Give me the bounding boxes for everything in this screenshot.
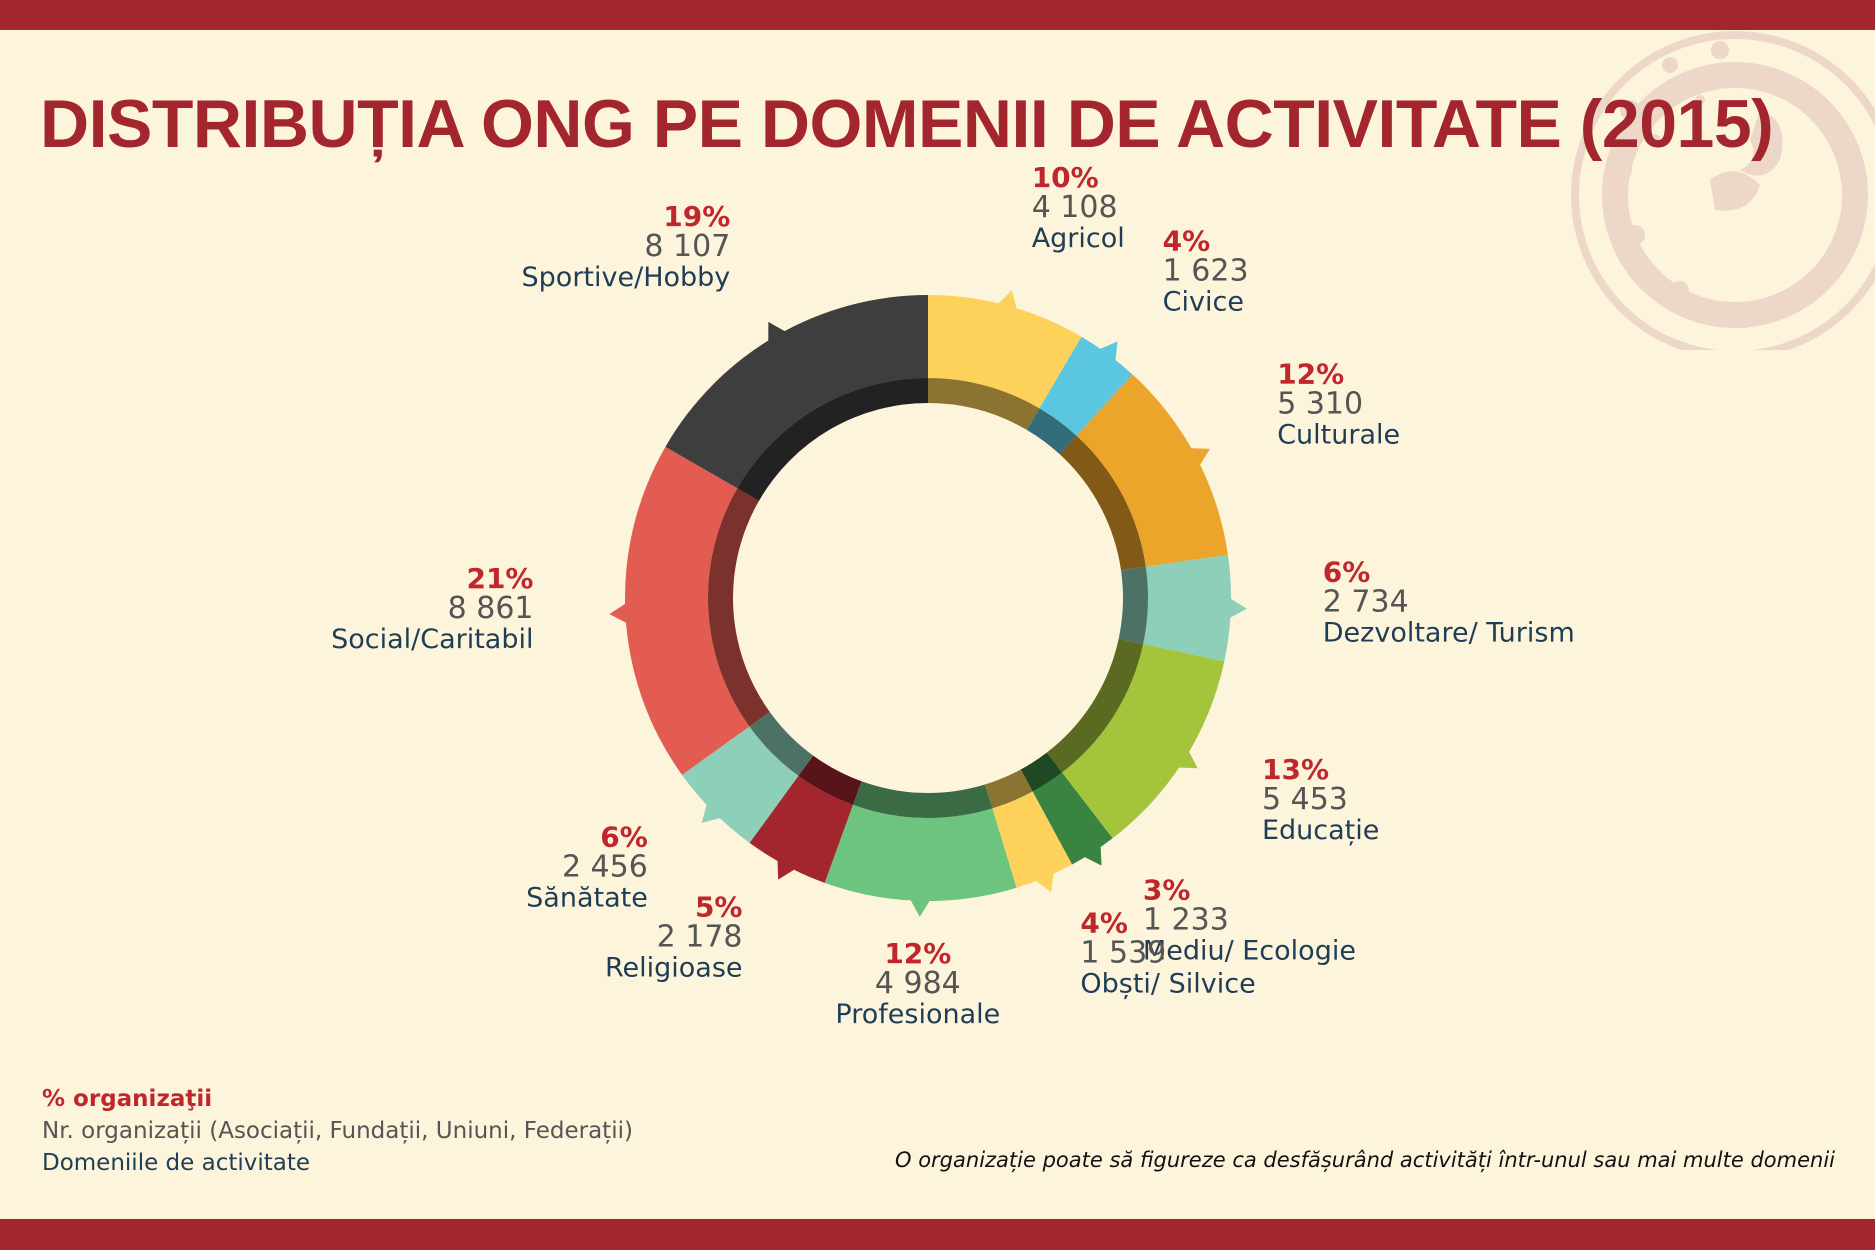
slice-pointer-agricol [996,290,1018,311]
slice-pointer-sanatate [701,802,723,823]
slice-label-obsti-silvice: Obști/ Silvice [1080,968,1255,999]
chart-slices [609,290,1247,917]
slice-inner-social-caritabil [708,488,770,727]
slice-sanatate [682,726,799,843]
slice-label-sportive-hobby: Sportive/Hobby [522,262,731,293]
slice-educatie [1062,643,1225,839]
slice-inner-shade-culturale [1059,435,1146,571]
slice-inner-sportive-hobby [737,377,928,501]
slice-pointer-mediu-ecologie [1082,844,1102,866]
slice-count-educatie: 5 453 [1262,782,1348,817]
slice-count-social-caritabil: 8 861 [448,591,534,626]
slice-count-obsti-silvice: 1 539 [1080,935,1166,970]
slice-percent-sportive-hobby: 19% [663,200,730,233]
slice-pointer-culturale [1189,448,1211,467]
legend: % organizaţii Nr. organizații (Asociații… [42,1083,633,1179]
legend-domain: Domeniile de activitate [42,1150,311,1176]
slice-pointer-educatie [1176,749,1198,769]
slice-inner-obsti-silvice [984,769,1033,809]
slice-inner-shade-profesionale [852,781,993,818]
slice-inner-shade-educatie [1046,638,1144,773]
slice-inner-shade-obsti-silvice [984,769,1033,809]
slice-profesionale [824,804,1017,902]
slice-inner-religioase [798,755,862,805]
slice-percent-obsti-silvice: 4% [1080,906,1128,939]
slice-civice [1039,336,1133,436]
slice-pointer-civice [1098,341,1118,363]
slice-label-agricol: Agricol [1032,223,1125,254]
slice-inner-shade-mediu-ecologie [1020,752,1063,792]
slice-dezvoltare-turism [1143,554,1231,662]
slice-mediu-ecologie [1032,772,1113,865]
slice-percent-sanatate: 6% [600,820,648,853]
slice-percent-culturale: 12% [1277,357,1344,390]
slice-count-sportive-hobby: 8 107 [644,229,730,264]
slice-percent-agricol: 10% [1032,161,1099,194]
slice-count-civice: 1 623 [1163,253,1249,288]
slice-percent-religioase: 5% [695,891,743,924]
slice-inner-shade-dezvoltare-turism [1118,566,1149,644]
legend-percent: % organizaţii [42,1086,213,1112]
slice-pointer-obsti-silvice [1034,871,1054,893]
slice-count-dezvoltare-turism: 2 734 [1323,584,1409,619]
slice-pointer-social-caritabil [609,602,629,624]
decorative-ornament-icon [1571,31,1875,350]
slice-culturale [1076,374,1228,567]
footnote: O organizație poate să figureze ca desfă… [895,1148,1835,1172]
slice-label-mediu-ecologie: Mediu/ Ecologie [1143,935,1356,966]
slice-pointer-dezvoltare-turism [1228,597,1247,619]
slice-percent-civice: 4% [1163,224,1211,257]
slice-social-caritabil [625,446,750,775]
slice-inner-civice [1026,408,1077,455]
slice-count-culturale: 5 310 [1277,386,1363,421]
slice-label-sanatate: Sănătate [526,882,648,913]
slice-count-profesionale: 4 984 [875,966,961,1001]
slice-percent-educatie: 13% [1262,753,1329,786]
slice-inner-sanatate [749,711,814,776]
slice-agricol [928,295,1082,409]
slice-percent-dezvoltare-turism: 6% [1323,555,1371,588]
slice-inner-educatie [1046,638,1144,773]
slice-percent-profesionale: 12% [884,937,951,970]
slice-count-mediu-ecologie: 1 233 [1143,902,1229,937]
legend-count: Nr. organizații (Asociații, Fundații, Un… [42,1118,633,1144]
slice-count-agricol: 4 108 [1032,190,1118,225]
slice-pointer-sportive-hobby [768,321,787,343]
slice-inner-culturale [1059,435,1146,571]
slice-pointer-profesionale [909,898,931,917]
slice-inner-mediu-ecologie [1020,752,1063,792]
slice-inner-shade-sanatate [749,711,814,776]
slice-sportive-hobby [665,295,928,489]
slice-pointer-religioase [777,858,797,880]
slice-label-culturale: Culturale [1277,419,1400,450]
bottom-bar [0,1219,1875,1250]
slice-label-civice: Civice [1163,286,1244,317]
slice-percent-mediu-ecologie: 3% [1143,873,1191,906]
slice-label-social-caritabil: Social/Caritabil [331,624,533,655]
slice-label-profesionale: Profesionale [835,999,1000,1030]
slice-inner-shade-agricol [928,377,1040,430]
slice-inner-shade-civice [1026,408,1077,455]
slice-inner-shade-sportive-hobby [737,377,928,501]
top-bar [0,0,1875,30]
slice-count-sanatate: 2 456 [562,849,648,884]
slice-label-dezvoltare-turism: Dezvoltare/ Turism [1323,617,1575,648]
slice-label-educatie: Educație [1262,815,1379,846]
slice-label-religioase: Religioase [605,953,743,984]
slice-religioase [749,775,853,883]
slice-inner-shade-religioase [798,755,862,805]
slice-obsti-silvice [992,791,1073,888]
slice-percent-social-caritabil: 21% [466,562,533,595]
slice-inner-profesionale [852,781,993,818]
slice-inner-agricol [928,377,1040,430]
slice-count-religioase: 2 178 [657,920,743,955]
slice-inner-shade-social-caritabil [708,488,770,727]
page-title: DISTRIBUȚIA ONG PE DOMENII DE ACTIVITATE… [40,86,1774,162]
slice-inner-dezvoltare-turism [1118,566,1149,644]
